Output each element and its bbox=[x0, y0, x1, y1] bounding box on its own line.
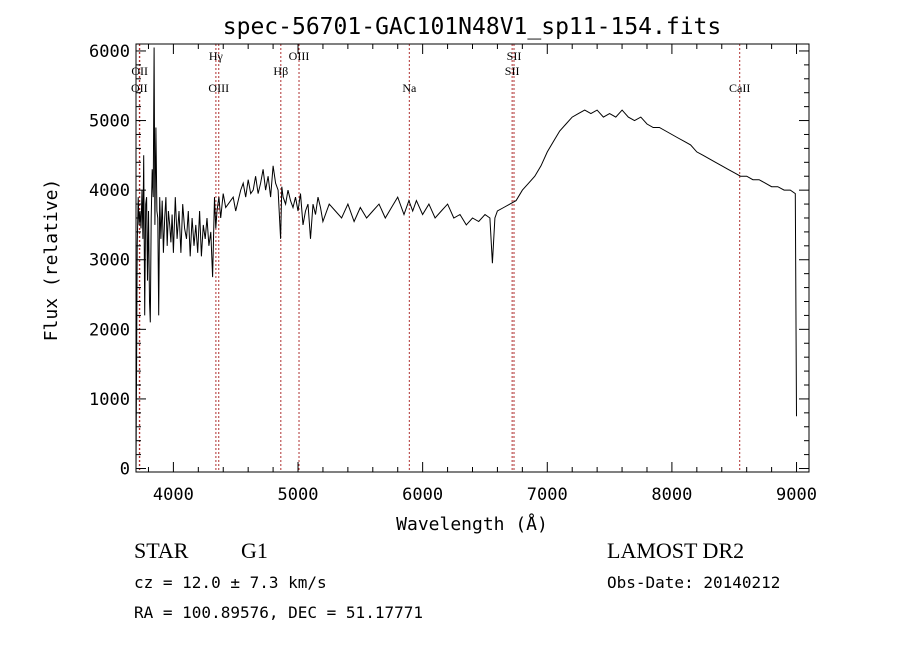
line-label-5: OIII bbox=[289, 49, 310, 63]
line-label-9: CaII bbox=[729, 81, 750, 95]
y-tick-label-5: 5000 bbox=[89, 112, 130, 132]
line-label-3: OIII bbox=[208, 81, 229, 95]
y-tick-label-0: 0 bbox=[120, 460, 130, 480]
y-tick-label-3: 3000 bbox=[89, 251, 130, 271]
chart-title: spec-56701-GAC101N48V1_sp11-154.fits bbox=[223, 14, 722, 40]
object-subclass: G1 bbox=[241, 538, 268, 563]
y-axis-label: Flux (relative) bbox=[41, 179, 62, 342]
line-label-0: OII bbox=[131, 81, 148, 95]
plot-frame bbox=[135, 43, 810, 473]
coordinates-readout: RA = 100.89576, DEC = 51.17771 bbox=[134, 603, 423, 622]
x-tick-label-4: 8000 bbox=[651, 485, 692, 505]
line-label-8: SII bbox=[507, 49, 522, 63]
x-axis-ticks: 4000 5000 6000 7000 8000 9000 bbox=[147, 44, 817, 505]
spectrum-series-line bbox=[135, 47, 797, 469]
line-label-4: Hβ bbox=[273, 64, 288, 78]
y-tick-label-2: 2000 bbox=[89, 320, 130, 340]
line-label-1: OII bbox=[131, 64, 148, 78]
x-tick-label-1: 5000 bbox=[278, 485, 319, 505]
line-label-6: Na bbox=[402, 81, 417, 95]
redshift-readout: cz = 12.0 ± 7.3 km/s bbox=[134, 573, 327, 592]
line-label-2: Hγ bbox=[209, 49, 224, 63]
spectral-line-markers bbox=[138, 44, 741, 472]
y-tick-label-6: 6000 bbox=[89, 42, 130, 62]
y-tick-label-1: 1000 bbox=[89, 390, 130, 410]
observation-date: Obs-Date: 20140212 bbox=[607, 573, 781, 592]
x-tick-label-5: 9000 bbox=[776, 485, 817, 505]
y-axis-ticks: 0 1000 2000 3000 4000 5000 6000 bbox=[89, 42, 809, 480]
survey-name: LAMOST DR2 bbox=[607, 538, 745, 563]
object-class: STAR bbox=[134, 538, 189, 563]
y-tick-label-4: 4000 bbox=[89, 181, 130, 201]
x-tick-label-2: 6000 bbox=[402, 485, 443, 505]
x-tick-label-0: 4000 bbox=[153, 485, 194, 505]
x-axis-label: Wavelength (Å) bbox=[396, 513, 548, 535]
line-label-7: SII bbox=[505, 64, 520, 78]
x-tick-label-3: 7000 bbox=[527, 485, 568, 505]
